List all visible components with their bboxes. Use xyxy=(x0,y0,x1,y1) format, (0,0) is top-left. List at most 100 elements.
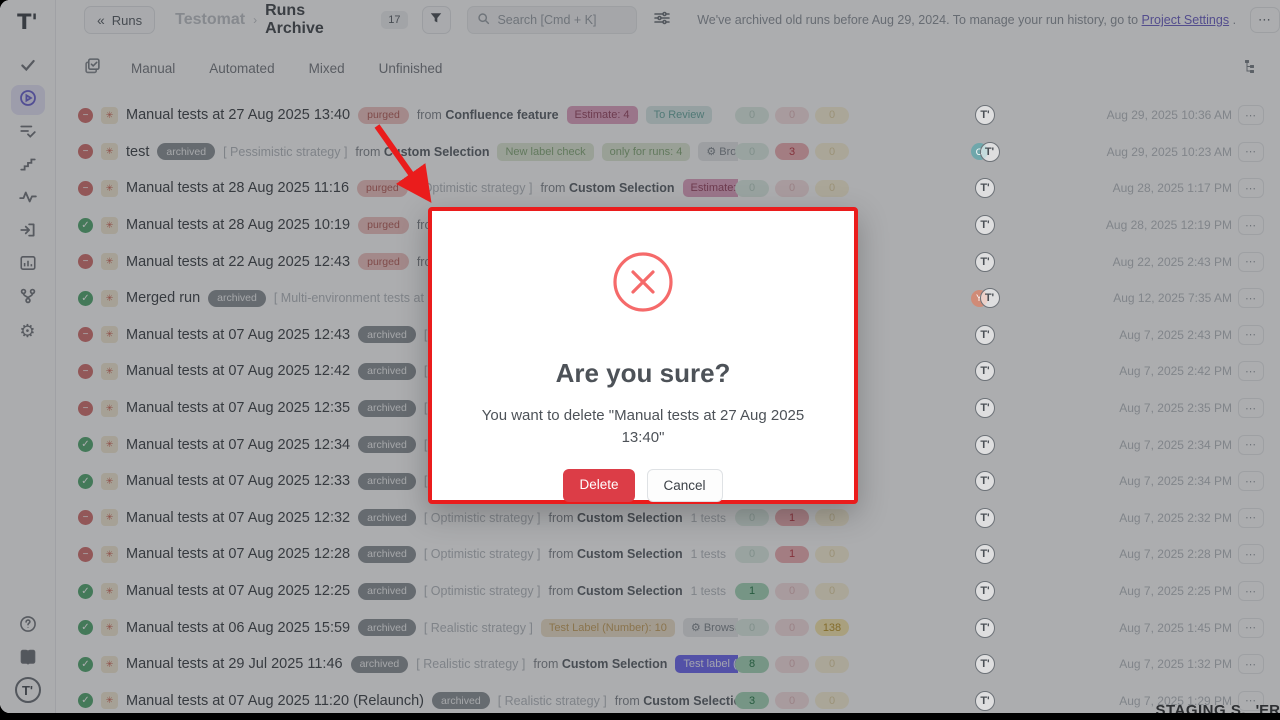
row-more-button[interactable]: ⋯ xyxy=(1238,471,1264,492)
row-more-button[interactable]: ⋯ xyxy=(1238,324,1264,345)
testomat-avatar[interactable]: T' xyxy=(975,581,995,602)
testomat-avatar[interactable]: T' xyxy=(975,544,995,565)
select-runs-icon[interactable] xyxy=(84,57,101,79)
run-row[interactable]: − ✳ Manual tests at 07 Aug 2025 12:28 archi… xyxy=(56,536,1280,573)
row-more-button[interactable]: ⋯ xyxy=(1238,544,1264,565)
run-title[interactable]: Manual tests at 07 Aug 2025 11:20 (Relau… xyxy=(126,692,424,709)
tab-mixed[interactable]: Mixed xyxy=(308,60,345,76)
run-title[interactable]: Manual tests at 06 Aug 2025 15:59 xyxy=(126,619,351,636)
archived-badge: archived xyxy=(157,143,216,161)
back-to-runs-button[interactable]: « Runs xyxy=(84,6,156,34)
run-row[interactable]: − ✳ Manual tests at 07 Aug 2025 12:42 archi… xyxy=(56,353,1280,390)
run-title[interactable]: Merged run xyxy=(126,290,201,307)
filter-button[interactable] xyxy=(421,6,452,34)
testomat-avatar[interactable]: T' xyxy=(975,361,995,382)
sidebar-item-tests[interactable] xyxy=(11,52,45,82)
run-row[interactable]: − ✳ Manual tests at 07 Aug 2025 12:32 archi… xyxy=(56,500,1280,537)
breadcrumb-project[interactable]: Testomat xyxy=(175,11,246,28)
run-strategy: [ Optimistic strategy ] xyxy=(423,584,541,599)
row-more-button[interactable]: ⋯ xyxy=(1238,398,1264,419)
search-input[interactable]: Search [Cmd + K] xyxy=(467,6,638,34)
run-row[interactable]: ✓ ✳ Manual tests at 07 Aug 2025 11:20 (Rel… xyxy=(56,683,1280,714)
run-title[interactable]: test xyxy=(126,143,150,160)
run-title[interactable]: Manual tests at 28 Aug 2025 10:19 xyxy=(126,217,351,234)
run-title[interactable]: Manual tests at 07 Aug 2025 12:42 xyxy=(126,363,351,380)
testomat-avatar[interactable]: T' xyxy=(979,141,1000,162)
run-row[interactable]: − ✳ test archived[ Pessimistic strategy ] fr… xyxy=(56,134,1280,171)
testomat-avatar[interactable]: T' xyxy=(975,617,995,638)
run-title[interactable]: Manual tests at 28 Aug 2025 11:16 xyxy=(126,180,350,197)
help-button[interactable] xyxy=(11,611,45,641)
sidebar-item-steps[interactable] xyxy=(11,151,45,181)
row-more-button[interactable]: ⋯ xyxy=(1238,434,1264,455)
testomat-avatar[interactable]: T' xyxy=(979,288,1000,309)
run-row[interactable]: − ✳ Manual tests at 22 Aug 2025 12:43 purge… xyxy=(56,243,1280,280)
user-avatar[interactable]: T' xyxy=(14,677,41,703)
testomat-avatar[interactable]: T' xyxy=(975,251,995,272)
failed-status-icon: − xyxy=(78,546,93,562)
row-more-button[interactable]: ⋯ xyxy=(1238,251,1264,272)
testomat-avatar[interactable]: T' xyxy=(975,471,995,492)
project-settings-link[interactable]: Project Settings xyxy=(1141,13,1230,27)
run-title[interactable]: Manual tests at 22 Aug 2025 12:43 xyxy=(126,253,351,270)
run-type-icon: ✳ xyxy=(101,179,118,197)
run-title[interactable]: Manual tests at 07 Aug 2025 12:25 xyxy=(126,583,351,600)
testomat-logo-icon[interactable]: T' xyxy=(17,10,38,34)
testomat-avatar[interactable]: T' xyxy=(975,105,995,126)
row-more-button[interactable]: ⋯ xyxy=(1238,654,1264,675)
testomat-avatar[interactable]: T' xyxy=(975,434,995,455)
run-row[interactable]: ✓ ✳ Manual tests at 07 Aug 2025 12:25 archi… xyxy=(56,573,1280,610)
row-more-button[interactable]: ⋯ xyxy=(1238,288,1264,309)
run-title[interactable]: Manual tests at 07 Aug 2025 12:28 xyxy=(126,546,351,563)
tab-automated[interactable]: Automated xyxy=(209,60,275,76)
sidebar-item-analytics[interactable] xyxy=(11,184,45,214)
row-more-button[interactable]: ⋯ xyxy=(1238,617,1264,638)
tab-unfinished[interactable]: Unfinished xyxy=(378,60,443,76)
testomat-avatar[interactable]: T' xyxy=(975,690,995,711)
run-title[interactable]: Manual tests at 07 Aug 2025 12:32 xyxy=(126,509,351,526)
stairs-icon xyxy=(19,155,37,177)
run-row[interactable]: ✓ ✳ Manual tests at 06 Aug 2025 15:59 archi… xyxy=(56,609,1280,646)
run-type-icon: ✳ xyxy=(101,399,118,417)
delete-button[interactable]: Delete xyxy=(563,468,635,502)
testomat-avatar[interactable]: T' xyxy=(975,215,995,236)
run-row[interactable]: − ✳ Manual tests at 07 Aug 2025 12:35 archi… xyxy=(56,390,1280,427)
row-more-button[interactable]: ⋯ xyxy=(1238,215,1264,236)
sidebar-item-settings[interactable]: ⚙ xyxy=(11,316,45,346)
sidebar-item-reports[interactable] xyxy=(11,250,45,280)
testomat-avatar[interactable]: T' xyxy=(975,324,995,345)
testomat-avatar[interactable]: T' xyxy=(975,507,995,528)
sidebar-item-plans[interactable] xyxy=(11,118,45,148)
run-title[interactable]: Manual tests at 07 Aug 2025 12:34 xyxy=(126,436,351,453)
run-tests-count: 1 tests xyxy=(690,510,726,525)
tab-manual[interactable]: Manual xyxy=(131,60,176,76)
row-more-button[interactable]: ⋯ xyxy=(1238,141,1264,162)
row-more-button[interactable]: ⋯ xyxy=(1238,178,1264,199)
sidebar-item-runs[interactable] xyxy=(10,85,45,115)
run-title[interactable]: Manual tests at 07 Aug 2025 12:35 xyxy=(126,400,351,417)
run-type-icon: ✳ xyxy=(101,582,118,600)
sidebar-item-branches[interactable] xyxy=(11,283,45,313)
group-view-button[interactable] xyxy=(1242,58,1258,79)
run-title[interactable]: Manual tests at 07 Aug 2025 12:43 xyxy=(126,326,351,343)
docs-button[interactable] xyxy=(11,644,45,674)
run-title[interactable]: Manual tests at 27 Aug 2025 13:40 xyxy=(126,107,351,124)
run-row[interactable]: ✓ ✳ Manual tests at 28 Aug 2025 10:19 purge… xyxy=(56,207,1280,244)
row-more-button[interactable]: ⋯ xyxy=(1238,690,1264,711)
view-options-button[interactable] xyxy=(653,9,671,32)
run-type-icon: ✳ xyxy=(101,436,118,454)
run-row[interactable]: ✓ ✳ Manual tests at 07 Aug 2025 12:33 archi… xyxy=(56,463,1280,500)
row-more-button[interactable]: ⋯ xyxy=(1238,507,1264,528)
sidebar-item-import[interactable] xyxy=(11,217,45,247)
testomat-avatar[interactable]: T' xyxy=(975,654,995,675)
row-more-button[interactable]: ⋯ xyxy=(1238,105,1264,126)
run-title[interactable]: Manual tests at 29 Jul 2025 11:46 xyxy=(126,656,343,673)
row-more-button[interactable]: ⋯ xyxy=(1238,361,1264,382)
run-title[interactable]: Manual tests at 07 Aug 2025 12:33 xyxy=(126,473,351,490)
row-more-button[interactable]: ⋯ xyxy=(1238,581,1264,602)
testomat-avatar[interactable]: T' xyxy=(975,178,995,199)
testomat-avatar[interactable]: T' xyxy=(975,398,995,419)
cancel-button[interactable]: Cancel xyxy=(646,468,723,502)
run-row[interactable]: ✓ ✳ Manual tests at 29 Jul 2025 11:46 archi… xyxy=(56,646,1280,683)
run-row[interactable]: − ✳ Manual tests at 27 Aug 2025 13:40 purge… xyxy=(56,97,1280,134)
